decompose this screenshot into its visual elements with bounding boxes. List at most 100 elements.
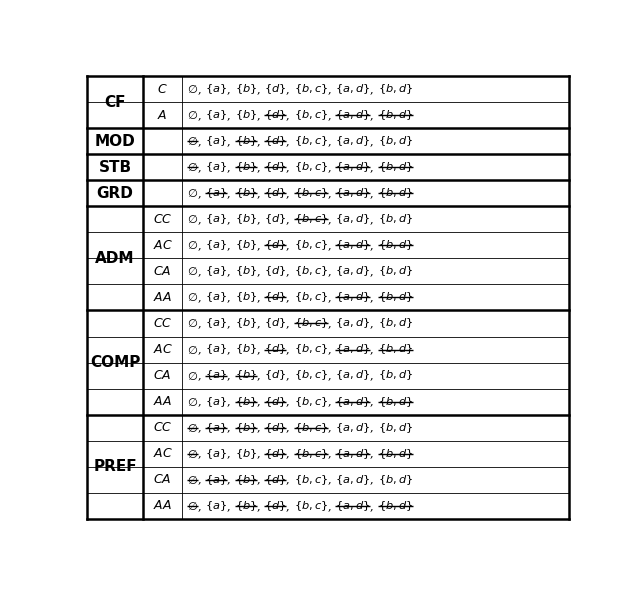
Text: $\{a,d\}$: $\{a,d\}$ [335,108,371,122]
Text: $\mathit{AC}$: $\mathit{AC}$ [152,343,172,356]
Bar [88,232,568,259]
Text: ,: , [257,396,264,406]
Text: ,: , [257,162,264,172]
Bar [88,284,568,310]
Text: $\{a\}$: $\{a\}$ [205,264,227,279]
Text: ,: , [287,188,294,198]
Text: $\{a\}$: $\{a\}$ [205,343,227,356]
Text: $\emptyset$: $\emptyset$ [187,239,198,252]
Text: ,: , [198,162,205,172]
Text: $\{b\}$: $\{b\}$ [235,134,257,148]
Text: ,: , [328,423,335,433]
Text: ,: , [198,240,205,250]
Bar [88,336,568,363]
Text: $\{d\}$: $\{d\}$ [264,421,287,435]
Text: ,: , [257,110,264,120]
Text: $\{b\}$: $\{b\}$ [235,447,257,461]
Text: $\{a,d\}$: $\{a,d\}$ [335,369,371,382]
Text: $\{b,c\}$: $\{b,c\}$ [294,499,328,512]
Text: ,: , [227,449,235,459]
Text: $\{b,d\}$: $\{b,d\}$ [378,395,413,409]
Text: $\{b,d\}$: $\{b,d\}$ [378,239,413,252]
Text: $\emptyset$: $\emptyset$ [187,396,198,408]
Text: $\{b,d\}$: $\{b,d\}$ [378,369,413,382]
Bar [88,389,568,415]
Text: ,: , [287,293,294,302]
Text: $\{a\}$: $\{a\}$ [205,395,227,409]
Text: $\mathit{AA}$: $\mathit{AA}$ [153,395,172,408]
Text: $\{d\}$: $\{d\}$ [264,316,287,330]
Text: ,: , [227,475,235,485]
Text: ,: , [287,449,294,459]
Bar [88,493,568,519]
Text: $\emptyset$: $\emptyset$ [187,266,198,277]
Text: ,: , [287,423,294,433]
Text: ,: , [257,319,264,329]
Text: $\{b\}$: $\{b\}$ [235,239,257,252]
Text: ,: , [371,423,378,433]
Text: $\emptyset$: $\emptyset$ [187,499,198,512]
Text: ,: , [227,136,235,146]
Text: $\{b\}$: $\{b\}$ [235,264,257,279]
Text: ,: , [371,162,378,172]
Text: $\{a\}$: $\{a\}$ [205,316,227,330]
Text: ,: , [287,370,294,380]
Text: ,: , [227,188,235,198]
Text: $\emptyset$: $\emptyset$ [187,317,198,329]
Text: $\{d\}$: $\{d\}$ [264,473,287,487]
Text: ,: , [371,449,378,459]
Text: $\{b,c\}$: $\{b,c\}$ [294,108,328,122]
Text: $\emptyset$: $\emptyset$ [187,83,198,95]
Text: $\emptyset$: $\emptyset$ [187,161,198,173]
Text: $\{b,d\}$: $\{b,d\}$ [378,186,413,200]
Bar [88,154,568,180]
Text: ,: , [328,370,335,380]
Text: $\{b,c\}$: $\{b,c\}$ [294,264,328,279]
Text: ,: , [227,293,235,302]
Text: $\{d\}$: $\{d\}$ [264,213,287,226]
Text: ,: , [287,396,294,406]
Text: ,: , [227,214,235,224]
Text: ,: , [257,266,264,276]
Text: $\mathit{CC}$: $\mathit{CC}$ [153,421,172,434]
Text: $\{b,c\}$: $\{b,c\}$ [294,82,328,96]
Text: $\{a\}$: $\{a\}$ [205,421,227,435]
Text: $\mathit{AC}$: $\mathit{AC}$ [152,447,172,460]
Text: ,: , [328,501,335,511]
Text: $\{b,c\}$: $\{b,c\}$ [294,421,328,435]
Text: $\{d\}$: $\{d\}$ [264,239,287,252]
Text: $\{d\}$: $\{d\}$ [264,343,287,356]
Text: $\{a\}$: $\{a\}$ [205,82,227,96]
Text: ,: , [257,423,264,433]
Text: $\{d\}$: $\{d\}$ [264,186,287,200]
Text: $\{b,c\}$: $\{b,c\}$ [294,186,328,200]
Text: $\{b,d\}$: $\{b,d\}$ [378,108,413,122]
Text: ,: , [257,214,264,224]
Text: ,: , [227,110,235,120]
Text: ,: , [287,266,294,276]
Text: $\{a\}$: $\{a\}$ [205,369,227,382]
Text: $\mathit{CA}$: $\mathit{CA}$ [154,473,172,486]
Text: ,: , [371,501,378,511]
Text: $\{b,c\}$: $\{b,c\}$ [294,316,328,330]
Text: ,: , [257,345,264,355]
Text: $\emptyset$: $\emptyset$ [187,422,198,434]
Text: $\{b,c\}$: $\{b,c\}$ [294,213,328,226]
Text: $\emptyset$: $\emptyset$ [187,369,198,382]
Text: COMP: COMP [90,355,140,370]
Text: $\{a,d\}$: $\{a,d\}$ [335,421,371,435]
Text: $\{a,d\}$: $\{a,d\}$ [335,473,371,487]
Text: ,: , [328,345,335,355]
Text: $\{b,d\}$: $\{b,d\}$ [378,290,413,305]
Text: $\emptyset$: $\emptyset$ [187,135,198,147]
Text: ,: , [198,501,205,511]
Text: MOD: MOD [95,134,136,148]
Text: ,: , [287,214,294,224]
Text: $\mathit{CA}$: $\mathit{CA}$ [154,265,172,278]
Text: $\{d\}$: $\{d\}$ [264,369,287,382]
Text: ,: , [328,475,335,485]
Text: $\{a\}$: $\{a\}$ [205,134,227,148]
Text: ,: , [227,84,235,94]
Text: ,: , [198,136,205,146]
Text: ,: , [287,475,294,485]
